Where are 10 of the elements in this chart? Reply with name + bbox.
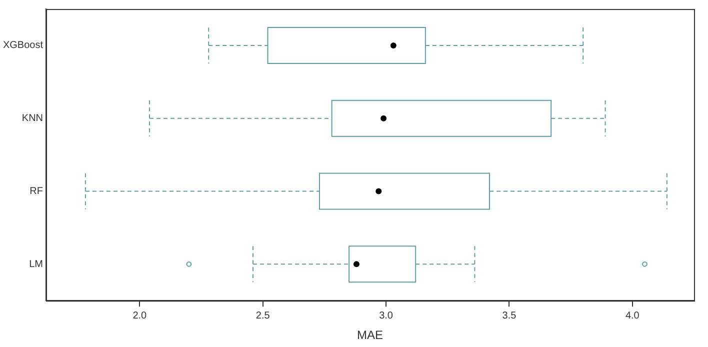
x-tick-label: 3.5 [502,310,517,322]
y-tick-label: KNN [22,113,44,124]
y-tick-label: RF [30,186,44,197]
x-tick-label: 2.0 [132,310,148,322]
x-tick-label: 2.5 [256,310,270,322]
y-tick-label: LM [29,258,44,270]
x-axis-title: MAE [357,328,384,342]
x-tick-label: 3.0 [379,310,394,322]
x-tick-label: 4.0 [625,310,640,322]
y-tick-label: XGBoost [2,40,44,52]
